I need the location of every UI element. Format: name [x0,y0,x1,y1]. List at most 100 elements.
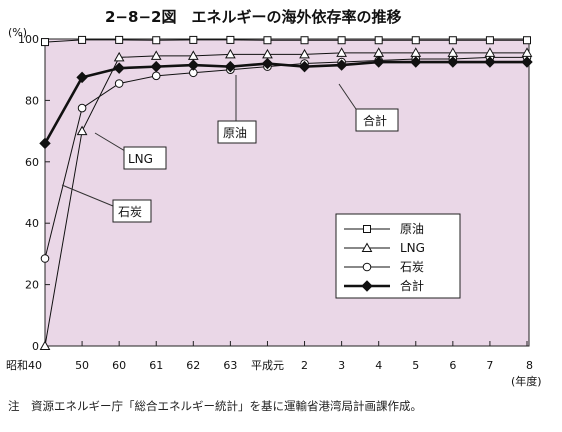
data-point-lng [150,50,162,60]
y-tick-label: 60 [25,156,39,169]
legend-item-coal: 石炭 [344,260,424,274]
data-point-total [150,60,162,73]
callout-total: 合計 [355,108,399,132]
data-point-crude [41,38,49,47]
data-point-lng [447,47,459,57]
series-layer [39,35,533,350]
x-tick-label: 昭和40 [6,359,42,372]
data-point-coal [40,254,50,263]
x-tick-label: 8 [526,359,533,372]
data-point-total [261,57,274,70]
data-point-lng [39,340,51,350]
y-tick-label: 0 [32,340,39,353]
x-tick-label: 6 [449,359,456,372]
data-point-lng [484,47,496,57]
x-axis-unit: (年度) [511,374,542,388]
data-point-crude [78,35,87,44]
x-tick-label: 63 [223,359,237,372]
data-point-crude [152,36,161,45]
data-point-crude [448,36,457,45]
source-note: 注 資源エネルギー庁「総合エネルギー統計」を基に運輸省港湾局計画課作成。 [8,399,422,413]
callout-coal-label: 石炭 [118,205,142,219]
data-point-crude [337,36,346,45]
x-tick-label: 2 [301,359,308,372]
data-point-crude [374,36,383,45]
callout-coal: 石炭 [112,199,152,223]
data-point-crude [263,36,272,45]
callout-total-label: 合計 [363,113,387,128]
chart-title: 2−8−2図 エネルギーの海外依存率の推移 [105,8,401,26]
callout-lng-label: LNG [128,152,153,166]
data-point-lng [373,47,385,57]
data-point-total [372,56,385,68]
legend-label-lng: LNG [400,241,425,255]
data-point-crude [523,36,531,45]
y-tick-label: 20 [25,279,39,292]
legend-item-total: 合計 [344,278,424,293]
series-lng [39,47,533,350]
data-point-total [224,60,237,73]
data-point-lng [262,48,273,59]
x-tick-label: 7 [486,359,493,372]
callout-lng: LNG [123,146,167,170]
data-point-coal [151,71,161,81]
legend-label-crude: 原油 [400,222,424,236]
legend-item-crude: 原油 [344,222,424,236]
data-point-lng [299,48,310,59]
x-tick-label: 平成元 [251,359,284,372]
y-axis-unit: (%) [8,26,27,39]
data-point-total [335,59,348,71]
callout-crude: 原油 [217,120,257,144]
legend-item-lng: LNG [344,241,425,255]
legend-label-coal: 石炭 [400,260,424,274]
data-point-crude [226,35,235,44]
data-point-lng [113,51,125,62]
series-line-total [43,60,527,145]
data-point-crude [189,35,198,44]
y-axis-ticks: 0 20 40 60 80 100 [18,33,50,353]
data-point-crude [411,36,420,45]
x-tick-label: 3 [338,359,345,372]
data-point-crude [115,35,124,44]
x-tick-label: 5 [412,359,419,372]
data-point-total [410,56,422,68]
data-point-lng [225,48,236,59]
y-tick-label: 80 [25,94,39,107]
data-point-lng [187,50,199,60]
data-point-total [187,59,200,71]
data-point-total [76,71,88,84]
series-line-crude [44,39,527,43]
x-axis-ticks: 昭和40 50 60 61 62 63 平成元 2 3 4 5 6 7 8 [6,341,533,372]
y-tick-label: 40 [25,217,39,230]
legend-marker-crude [363,225,371,233]
callout-leader-total [338,83,359,113]
data-point-lng [521,47,533,57]
legend-box [335,213,461,299]
callout-leader-coal [61,184,114,207]
data-point-total [298,60,311,73]
x-tick-label: 60 [112,359,126,372]
data-point-total [39,137,51,150]
data-point-lng [76,125,88,136]
data-point-lng [410,47,422,57]
x-tick-label: 62 [186,359,200,372]
data-point-total [484,56,496,68]
legend-label-total: 合計 [400,278,424,293]
data-point-total [113,62,125,74]
data-point-coal [114,79,124,88]
x-tick-label: 50 [75,359,89,372]
data-point-crude [300,36,309,45]
x-tick-label: 61 [149,359,163,372]
data-point-coal [77,103,87,113]
series-line-lng [44,52,527,347]
data-point-lng [336,47,347,57]
data-point-crude [485,36,494,45]
series-total [39,56,533,150]
legend-marker-total [361,280,373,292]
y-tick-label: 100 [18,33,39,46]
legend-marker-coal [362,262,372,272]
legend-marker-lng [361,242,373,252]
callout-crude-label: 原油 [223,126,247,140]
